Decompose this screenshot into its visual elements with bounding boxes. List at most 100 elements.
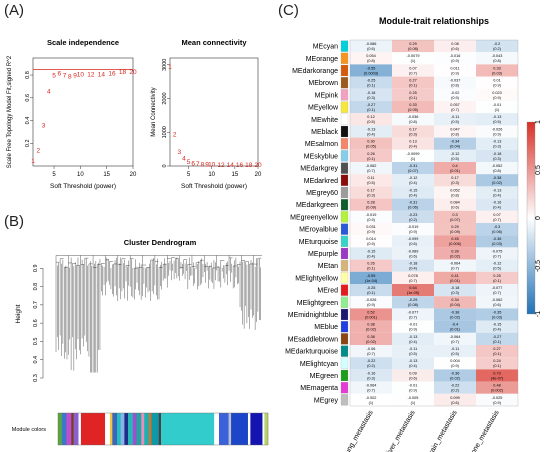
module-color-block — [109, 413, 113, 445]
cell-correlation: 0.099 — [450, 396, 460, 400]
heatmap-cell — [392, 101, 434, 114]
heatmap-cell — [476, 381, 518, 394]
x-tick-label: 5 — [187, 172, 191, 178]
cell-correlation: -0.59 — [367, 274, 376, 278]
cell-pvalue: (0.9) — [451, 96, 460, 100]
row-label: MEtan — [318, 263, 338, 270]
heatmap-cell — [350, 125, 392, 138]
heatmap-cell — [476, 296, 518, 309]
cell-correlation: 0.09 — [409, 371, 416, 375]
heatmap-cell — [434, 76, 476, 89]
cell-pvalue: (0.2) — [493, 47, 502, 51]
cell-pvalue: (0.3) — [367, 96, 376, 100]
heatmap-cell — [476, 76, 518, 89]
cell-correlation: -0.55 — [367, 66, 376, 70]
module-color-block — [219, 413, 229, 445]
cell-correlation: 0.047 — [450, 127, 460, 131]
cell-pvalue: (0.9) — [493, 96, 502, 100]
point-label: 3 — [42, 123, 46, 130]
y-axis-label: Height — [15, 304, 22, 323]
cell-correlation: -0.35 — [493, 310, 502, 314]
cell-pvalue: (0.7) — [493, 254, 502, 258]
heatmap-cell — [434, 210, 476, 223]
row-label: MEbrown — [308, 80, 338, 87]
y-tick-label: 3000 — [162, 59, 168, 71]
heatmap-cell — [476, 113, 518, 126]
module-color-block — [151, 413, 159, 445]
heatmap-cell — [350, 210, 392, 223]
cell-correlation: -0.099 — [408, 237, 419, 241]
cell-pvalue: (0.1) — [409, 96, 418, 100]
module-swatch — [340, 247, 349, 260]
module-color-block — [231, 413, 249, 445]
heatmap-cell — [392, 381, 434, 394]
cell-correlation: 0.27 — [409, 79, 416, 83]
cell-correlation: -0.064 — [450, 335, 461, 339]
heatmap-cell — [434, 88, 476, 101]
cell-pvalue: (0.3) — [451, 291, 460, 295]
cell-correlation: -0.13 — [409, 335, 418, 339]
point-label: 16 — [236, 162, 244, 169]
cell-pvalue: (0.6) — [451, 206, 460, 210]
module-swatch — [340, 89, 349, 101]
cell-correlation: -0.036 — [408, 115, 419, 119]
cell-pvalue: (0.3) — [367, 376, 376, 380]
cell-correlation: -0.025 — [492, 396, 503, 400]
point-label: 20 — [129, 69, 137, 76]
x-tick-label: 10 — [77, 172, 84, 178]
cell-pvalue: (0.3) — [409, 132, 418, 136]
colorbar-tick-label: 0 — [535, 216, 542, 220]
y-tick-label: 0.5 — [33, 338, 39, 346]
point-label: 2 — [36, 148, 40, 155]
row-label: MEgreenyellow — [290, 214, 339, 221]
heatmap-cell — [434, 393, 476, 406]
heatmap-cell — [350, 186, 392, 199]
module-color-block — [80, 413, 106, 445]
cell-correlation: 0.33 — [493, 66, 500, 70]
heatmap-cell — [476, 52, 518, 65]
module-color-block — [149, 413, 152, 445]
cell-pvalue: (0.6) — [409, 254, 418, 258]
heatmap-cell — [392, 137, 434, 150]
y-axis-label: Scale Free Topology Model Fit,signed R^2 — [7, 55, 13, 168]
cell-correlation: 0.11 — [367, 176, 374, 180]
point-label: 3 — [177, 149, 181, 156]
cell-correlation: -0.16 — [493, 201, 502, 205]
module-swatch — [340, 150, 349, 162]
cell-correlation: -0.12 — [493, 262, 502, 266]
x-tick-label: 20 — [255, 172, 262, 178]
heatmap-cell — [434, 113, 476, 126]
heatmap-cell — [392, 174, 434, 187]
x-tick-label: 20 — [130, 172, 137, 178]
cell-correlation: 0.08 — [451, 42, 458, 46]
cell-pvalue: (0.2) — [451, 389, 460, 393]
cell-pvalue: (0.0003) — [364, 71, 379, 75]
heatmap-cell — [434, 198, 476, 211]
cell-correlation: 0.084 — [450, 201, 460, 205]
cell-pvalue: (0.4) — [493, 193, 502, 197]
heatmap-cell — [476, 64, 518, 77]
colorbar-tick-label: -0.5 — [535, 260, 542, 272]
cell-pvalue: (0.4) — [493, 328, 502, 332]
module-swatch — [340, 284, 349, 296]
cell-pvalue: (0.7) — [493, 291, 502, 295]
cell-pvalue: (0.01) — [450, 328, 461, 332]
heatmap-cell — [476, 393, 518, 406]
cell-correlation: -0.077 — [408, 310, 419, 314]
cell-pvalue: (0.4) — [409, 145, 418, 149]
cell-correlation: -0.13 — [367, 127, 376, 131]
cell-correlation: 0.30 — [367, 140, 374, 144]
heatmap-cell — [392, 76, 434, 89]
heatmap-cell — [434, 64, 476, 77]
point-label: 9 — [73, 73, 77, 80]
module-swatch — [340, 357, 349, 369]
cell-pvalue: (0.4) — [409, 340, 418, 344]
heatmap-cell — [434, 320, 476, 333]
cell-correlation: -0.052 — [492, 164, 503, 168]
cell-correlation: -0.062 — [492, 298, 503, 302]
module-swatch — [340, 235, 349, 247]
column-label: Bone_metastasis — [468, 409, 501, 452]
point-label: 18 — [119, 69, 127, 76]
cell-pvalue: (0.4) — [493, 206, 502, 210]
